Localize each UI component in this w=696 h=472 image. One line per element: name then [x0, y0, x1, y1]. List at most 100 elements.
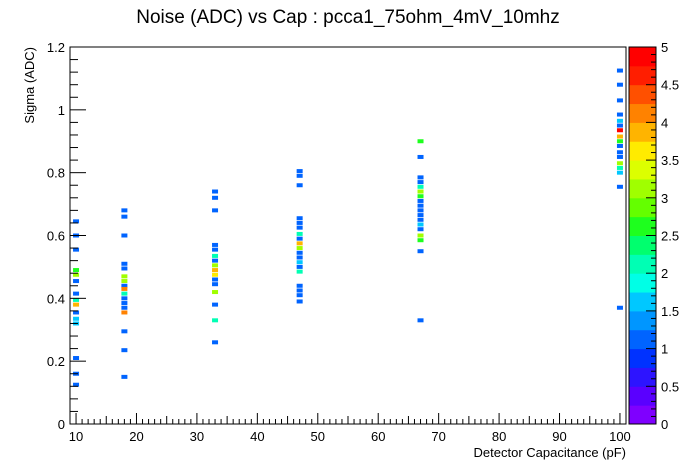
heatmap-cell [616, 112, 623, 117]
heatmap-cell [296, 246, 303, 251]
y-tick-label: 1 [58, 103, 65, 118]
y-tick-label: 0.8 [47, 166, 65, 181]
heatmap-cell [121, 301, 128, 306]
plot-frame [69, 46, 627, 425]
heatmap-cell [296, 183, 303, 188]
heatmap-cell [616, 128, 623, 133]
heatmap-cell [417, 217, 424, 222]
heatmap-cell [212, 290, 219, 295]
heatmap-cell [417, 233, 424, 238]
heatmap-cell [73, 316, 80, 321]
color-scale: 0 0.5 1 1.5 2 2.5 3 3.5 4 4.5 5 [628, 40, 679, 432]
x-tick-label: 10 [69, 429, 83, 444]
heatmap-cell [121, 291, 128, 296]
color-scale-segment [629, 122, 656, 142]
color-scale-segment [629, 235, 656, 255]
heatmap-cell [296, 255, 303, 260]
heatmap-cell [73, 302, 80, 307]
color-scale-segment [629, 84, 656, 105]
heatmap-cell [296, 169, 303, 174]
heatmap-cell [616, 305, 623, 310]
heatmap-cell [121, 329, 128, 334]
heatmap-cell [417, 194, 424, 199]
heatmap-cell [121, 214, 128, 219]
heatmap-cell [616, 184, 623, 189]
color-scale-label: 0 [661, 417, 668, 432]
heatmap-cell [212, 253, 219, 258]
color-scale-segment [629, 160, 656, 180]
heatmap-cell [616, 161, 623, 166]
color-scale-segment [629, 386, 656, 406]
heatmap-cell [296, 216, 303, 221]
heatmap-cells [73, 68, 623, 387]
heatmap-cell [212, 318, 219, 323]
heatmap-cell [121, 374, 128, 379]
heatmap-cell [121, 305, 128, 310]
color-scale-label: 2 [661, 266, 668, 281]
heatmap-cell [417, 175, 424, 180]
x-axis: 10 20 30 40 50 60 70 80 90 100 [69, 413, 631, 444]
y-tick-label: 0.4 [47, 291, 65, 306]
heatmap-cell [616, 68, 623, 73]
heatmap-cell [73, 297, 80, 302]
heatmap-cell [121, 274, 128, 279]
color-scale-label: 0.5 [661, 379, 679, 394]
x-tick-label: 40 [250, 429, 264, 444]
heatmap-cell [212, 258, 219, 263]
color-scale-segment [629, 292, 656, 312]
heatmap-cell [296, 288, 303, 293]
heatmap-cell [616, 165, 623, 170]
color-scale-segment [629, 348, 656, 368]
heatmap-cell [616, 118, 623, 123]
heatmap-cell [212, 277, 219, 282]
heatmap-cell [417, 227, 424, 232]
heatmap-cell [73, 310, 80, 315]
heatmap-cell [296, 220, 303, 225]
color-scale-segment [629, 216, 656, 236]
heatmap-cell [616, 150, 623, 155]
color-scale-segment [629, 405, 656, 425]
heatmap-cell [73, 219, 80, 224]
heatmap-cell [73, 268, 80, 273]
x-tick-label: 70 [431, 429, 445, 444]
heatmap-cell [616, 98, 623, 103]
heatmap-cell [73, 247, 80, 252]
x-tick-label: 90 [552, 429, 566, 444]
color-scale-label: 3.5 [661, 153, 679, 168]
heatmap-cell [296, 173, 303, 178]
color-scale-segment [629, 310, 656, 331]
color-scale-segment [629, 178, 656, 199]
color-scale-segment [629, 329, 656, 350]
heatmap-cell [212, 282, 219, 287]
heatmap-cell [212, 272, 219, 277]
heatmap-cell [417, 208, 424, 213]
y-tick-label: 0.6 [47, 229, 65, 244]
x-tick-label: 20 [129, 429, 143, 444]
heatmap-cell [417, 318, 424, 323]
heatmap-cell [212, 208, 219, 213]
color-scale-label: 5 [661, 40, 668, 55]
heatmap-cell [417, 198, 424, 203]
color-scale-segment [629, 141, 656, 161]
heatmap-cell [296, 283, 303, 288]
heatmap-cell [212, 189, 219, 194]
heatmap-cell [417, 213, 424, 218]
heatmap-cell [121, 348, 128, 353]
heatmap-cell [296, 231, 303, 236]
color-scale-label: 3 [661, 191, 668, 206]
heatmap-cell [616, 139, 623, 144]
heatmap-cell [296, 236, 303, 241]
heatmap-cell [417, 184, 424, 189]
heatmap-cell [212, 247, 219, 252]
heatmap-cell [296, 241, 303, 246]
heatmap-cell [616, 170, 623, 175]
color-scale-segment [629, 273, 656, 293]
heatmap-cell [121, 283, 128, 288]
heatmap-cell [212, 268, 219, 273]
heatmap-cell [73, 356, 80, 361]
heatmap-cell [296, 293, 303, 298]
color-scale-label: 4.5 [661, 78, 679, 93]
heatmap-cell [616, 134, 623, 139]
heatmap-cell [121, 310, 128, 315]
x-tick-label: 50 [311, 429, 325, 444]
